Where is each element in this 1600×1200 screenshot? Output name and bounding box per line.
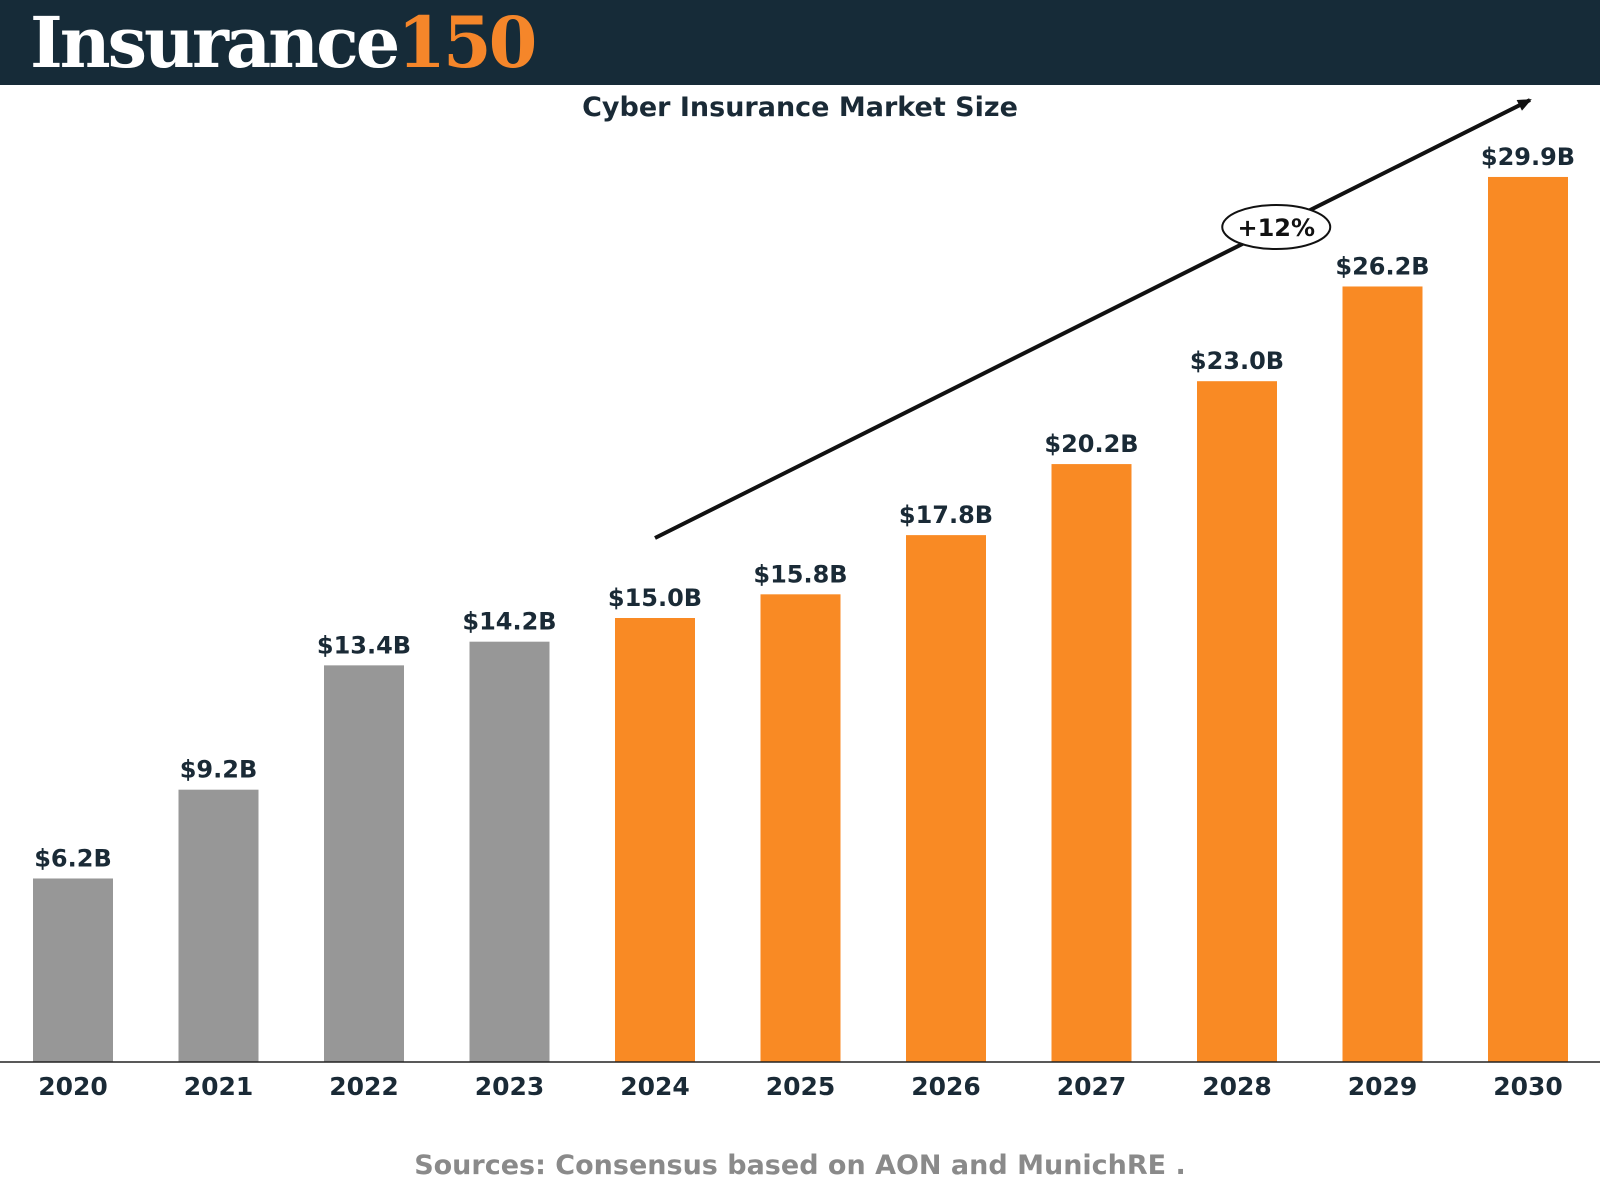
x-tick-label-2025: 2025 (766, 1072, 836, 1101)
x-tick-label-2021: 2021 (184, 1072, 254, 1101)
bar-2024 (615, 618, 695, 1062)
bar-value-label-2028: $23.0B (1190, 347, 1284, 375)
brand-logo-word: Insurance (30, 1, 400, 84)
growth-rate-badge (1221, 204, 1332, 251)
x-tick-label-2022: 2022 (329, 1072, 399, 1101)
bar-value-label-2021: $9.2B (180, 756, 258, 784)
x-tick-label-2030: 2030 (1493, 1072, 1563, 1101)
x-tick-label-2028: 2028 (1202, 1072, 1272, 1101)
bar-2028 (1197, 381, 1277, 1062)
bar-value-label-2020: $6.2B (34, 844, 112, 872)
bar-2026 (906, 535, 986, 1062)
x-tick-label-2029: 2029 (1348, 1072, 1418, 1101)
x-tick-labels-group: 2020 2021 2022 2023 2024 2025 2026 2027 2028 2029… (38, 1072, 1563, 1101)
bars-group (33, 176, 1568, 1063)
growth-trend-arrow (654, 98, 1532, 540)
header-bar: Insurance150 (0, 0, 1600, 85)
bar-2030 (1488, 176, 1568, 1062)
bar-2025 (760, 594, 841, 1062)
x-tick-label-2027: 2027 (1057, 1072, 1127, 1101)
bar-value-label-2022: $13.4B (317, 631, 411, 659)
bar-value-label-2027: $20.2B (1044, 430, 1138, 458)
x-tick-label-2026: 2026 (911, 1072, 981, 1101)
bar-value-label-2025: $15.8B (753, 560, 847, 588)
sources-note: Sources: Consensus based on AON and Muni… (414, 1150, 1186, 1181)
brand-logo-number: 150 (397, 1, 537, 84)
x-tick-label-2024: 2024 (620, 1072, 690, 1101)
bar-value-label-2029: $26.2B (1335, 252, 1429, 280)
bar-2020 (33, 878, 113, 1062)
bar-value-label-2024: $15.0B (608, 584, 702, 612)
bar-2023 (469, 641, 550, 1062)
growth-rate-label: +12% (1237, 214, 1315, 242)
bar-2022 (324, 665, 404, 1062)
bar-value-labels-group: $6.2B $9.2B $13.4B $14.2B $15.0B $15.8B $17.8B… (34, 143, 1575, 873)
bar-2029 (1342, 286, 1423, 1063)
chart-title: Cyber Insurance Market Size (582, 92, 1018, 123)
bar-value-label-2023: $14.2B (462, 608, 556, 636)
bar-2021 (178, 789, 259, 1062)
growth-trend-group: +12% (654, 98, 1532, 540)
bar-2027 (1051, 464, 1132, 1063)
bar-value-label-2026: $17.8B (899, 501, 993, 529)
x-tick-label-2020: 2020 (38, 1072, 108, 1101)
bar-value-label-2030: $29.9B (1481, 143, 1575, 171)
x-tick-label-2023: 2023 (475, 1072, 545, 1101)
brand-logo: Insurance150 (30, 1, 537, 84)
